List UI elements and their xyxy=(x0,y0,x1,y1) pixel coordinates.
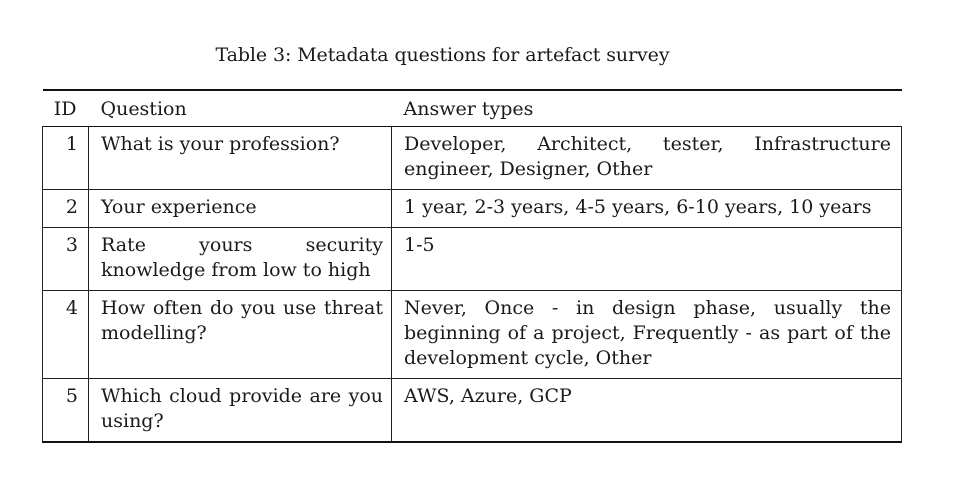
header-row: ID Question Answer types xyxy=(42,90,902,127)
header-answer-types: Answer types xyxy=(403,98,534,120)
row-answer-types: 1-5 xyxy=(391,227,902,291)
row-answer-types: Never, Once - in design phase, usually t… xyxy=(391,290,902,379)
table-row: 5 Which cloud provide are you using? AWS… xyxy=(42,378,902,442)
row-question: Your experience xyxy=(88,189,392,228)
row-id: 2 xyxy=(42,189,89,228)
row-id: 3 xyxy=(42,227,89,291)
metadata-questions-table: ID Question Answer types 1 What is your … xyxy=(42,89,902,443)
row-answer-types: 1 year, 2-3 years, 4-5 years, 6-10 years… xyxy=(391,189,902,228)
row-question: Which cloud provide are you using? xyxy=(88,378,392,442)
header-id: ID xyxy=(53,98,77,120)
row-answer-types: AWS, Azure, GCP xyxy=(391,378,902,442)
row-id: 5 xyxy=(42,378,89,442)
table-caption: Table 3: Metadata questions for artefact… xyxy=(215,44,670,66)
table-header: ID Question Answer types xyxy=(42,90,902,127)
table-body: 1 What is your profession? Developer, Ar… xyxy=(42,126,902,442)
row-answer-types: Developer, Architect, tester, Infrastruc… xyxy=(391,126,902,190)
table-row: 3 Rate yours security knowledge from low… xyxy=(42,227,902,291)
row-question: Rate yours security knowledge from low t… xyxy=(88,227,392,291)
header-question: Question xyxy=(100,98,187,120)
table-row: 1 What is your profession? Developer, Ar… xyxy=(42,126,902,190)
row-id: 4 xyxy=(42,290,89,379)
table-row: 2 Your experience 1 year, 2-3 years, 4-5… xyxy=(42,189,902,228)
row-id: 1 xyxy=(42,126,89,190)
row-question: What is your profession? xyxy=(88,126,392,190)
table-row: 4 How often do you use threat modelling?… xyxy=(42,290,902,379)
row-question: How often do you use threat modelling? xyxy=(88,290,392,379)
